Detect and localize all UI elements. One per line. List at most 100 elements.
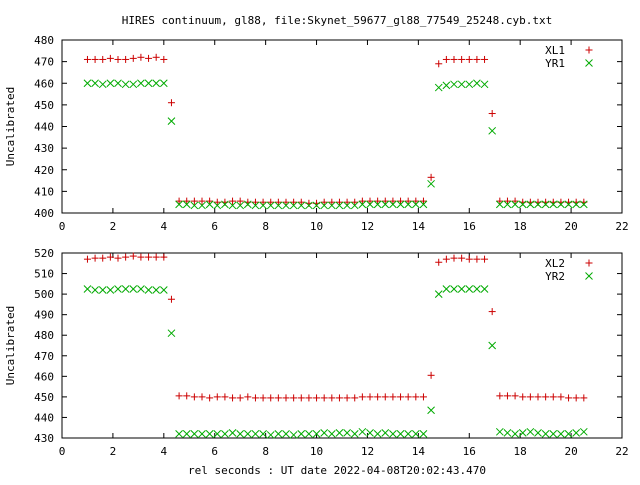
data-point bbox=[434, 83, 443, 92]
data-point bbox=[542, 393, 550, 401]
data-point bbox=[267, 198, 275, 206]
data-point bbox=[496, 197, 504, 205]
x-tick-label: 0 bbox=[59, 445, 66, 458]
data-point bbox=[175, 392, 183, 400]
data-point bbox=[213, 430, 222, 438]
data-point bbox=[83, 255, 91, 263]
data-point bbox=[167, 329, 176, 338]
data-point bbox=[397, 197, 405, 205]
data-point bbox=[412, 393, 420, 401]
data-point bbox=[404, 393, 412, 401]
data-point bbox=[389, 430, 397, 438]
data-point bbox=[106, 286, 115, 294]
data-point bbox=[473, 255, 481, 263]
data-point bbox=[366, 200, 374, 209]
data-point bbox=[144, 79, 153, 88]
data-point bbox=[137, 79, 145, 88]
x-tick-label: 22 bbox=[615, 445, 628, 458]
legend-marker bbox=[585, 259, 593, 267]
data-point bbox=[274, 201, 283, 210]
data-point bbox=[121, 80, 130, 89]
x-tick-label: 20 bbox=[564, 220, 577, 233]
data-point bbox=[289, 201, 298, 210]
y-tick-label: 500 bbox=[34, 288, 54, 301]
y-tick-label: 400 bbox=[34, 207, 54, 220]
data-point bbox=[182, 430, 191, 438]
data-point bbox=[343, 394, 351, 402]
data-point bbox=[435, 258, 443, 266]
data-point bbox=[167, 295, 175, 303]
data-point bbox=[167, 117, 176, 125]
data-point bbox=[495, 427, 504, 436]
series-XL2 bbox=[83, 252, 588, 402]
data-point bbox=[228, 429, 237, 437]
data-point bbox=[358, 393, 366, 401]
data-point bbox=[434, 290, 443, 298]
data-point bbox=[243, 200, 252, 209]
data-point bbox=[473, 285, 481, 293]
data-point bbox=[122, 253, 130, 261]
data-point bbox=[519, 393, 527, 401]
data-point bbox=[397, 393, 405, 401]
data-point bbox=[236, 197, 244, 205]
y-tick-label: 460 bbox=[34, 77, 54, 90]
data-point bbox=[458, 55, 466, 63]
data-point bbox=[243, 430, 252, 438]
data-point bbox=[129, 285, 138, 293]
data-point bbox=[266, 201, 275, 210]
data-point bbox=[511, 430, 519, 438]
data-point bbox=[175, 200, 183, 209]
data-point bbox=[358, 200, 367, 209]
data-point bbox=[152, 286, 161, 294]
data-point bbox=[305, 430, 313, 438]
data-point bbox=[198, 393, 206, 401]
data-point bbox=[198, 201, 206, 210]
data-point bbox=[152, 53, 160, 61]
data-point bbox=[458, 254, 466, 262]
y-axis-label: Uncalibrated bbox=[4, 306, 17, 385]
data-point bbox=[221, 393, 229, 401]
data-point bbox=[412, 197, 420, 205]
data-point bbox=[511, 197, 519, 205]
data-point bbox=[450, 55, 458, 63]
data-point bbox=[481, 55, 489, 63]
data-point bbox=[114, 79, 122, 88]
data-point bbox=[373, 430, 382, 438]
x-axis-label: rel seconds : UT date 2022-04-08T20:02:4… bbox=[188, 464, 486, 477]
data-point bbox=[557, 200, 565, 209]
data-point bbox=[236, 430, 245, 438]
data-point bbox=[335, 394, 343, 402]
y-tick-label: 480 bbox=[34, 34, 54, 47]
data-point bbox=[442, 55, 450, 63]
data-point bbox=[450, 80, 458, 89]
data-point bbox=[297, 201, 306, 210]
x-tick-label: 16 bbox=[463, 445, 476, 458]
data-point bbox=[488, 110, 496, 118]
data-point bbox=[465, 255, 473, 263]
plot-frame bbox=[61, 39, 623, 214]
data-point bbox=[427, 406, 435, 415]
data-point bbox=[534, 393, 542, 401]
data-point bbox=[320, 394, 328, 402]
data-point bbox=[274, 394, 282, 402]
data-point bbox=[190, 393, 198, 401]
data-point bbox=[579, 427, 588, 436]
legend-label: XL2 bbox=[545, 257, 565, 270]
data-point bbox=[182, 200, 191, 209]
x-tick-label: 12 bbox=[361, 445, 374, 458]
data-point bbox=[236, 201, 245, 210]
data-point bbox=[145, 253, 153, 261]
legend-marker bbox=[585, 46, 593, 54]
data-point bbox=[481, 255, 489, 263]
data-point bbox=[152, 253, 160, 261]
data-point bbox=[572, 394, 580, 402]
data-point bbox=[99, 55, 107, 63]
legend-label: YR2 bbox=[545, 270, 565, 283]
series-XL1 bbox=[83, 53, 588, 207]
data-point bbox=[427, 173, 435, 181]
data-point bbox=[205, 430, 214, 438]
data-point bbox=[503, 197, 511, 205]
legend-label: YR1 bbox=[545, 57, 565, 70]
data-point bbox=[457, 285, 466, 293]
